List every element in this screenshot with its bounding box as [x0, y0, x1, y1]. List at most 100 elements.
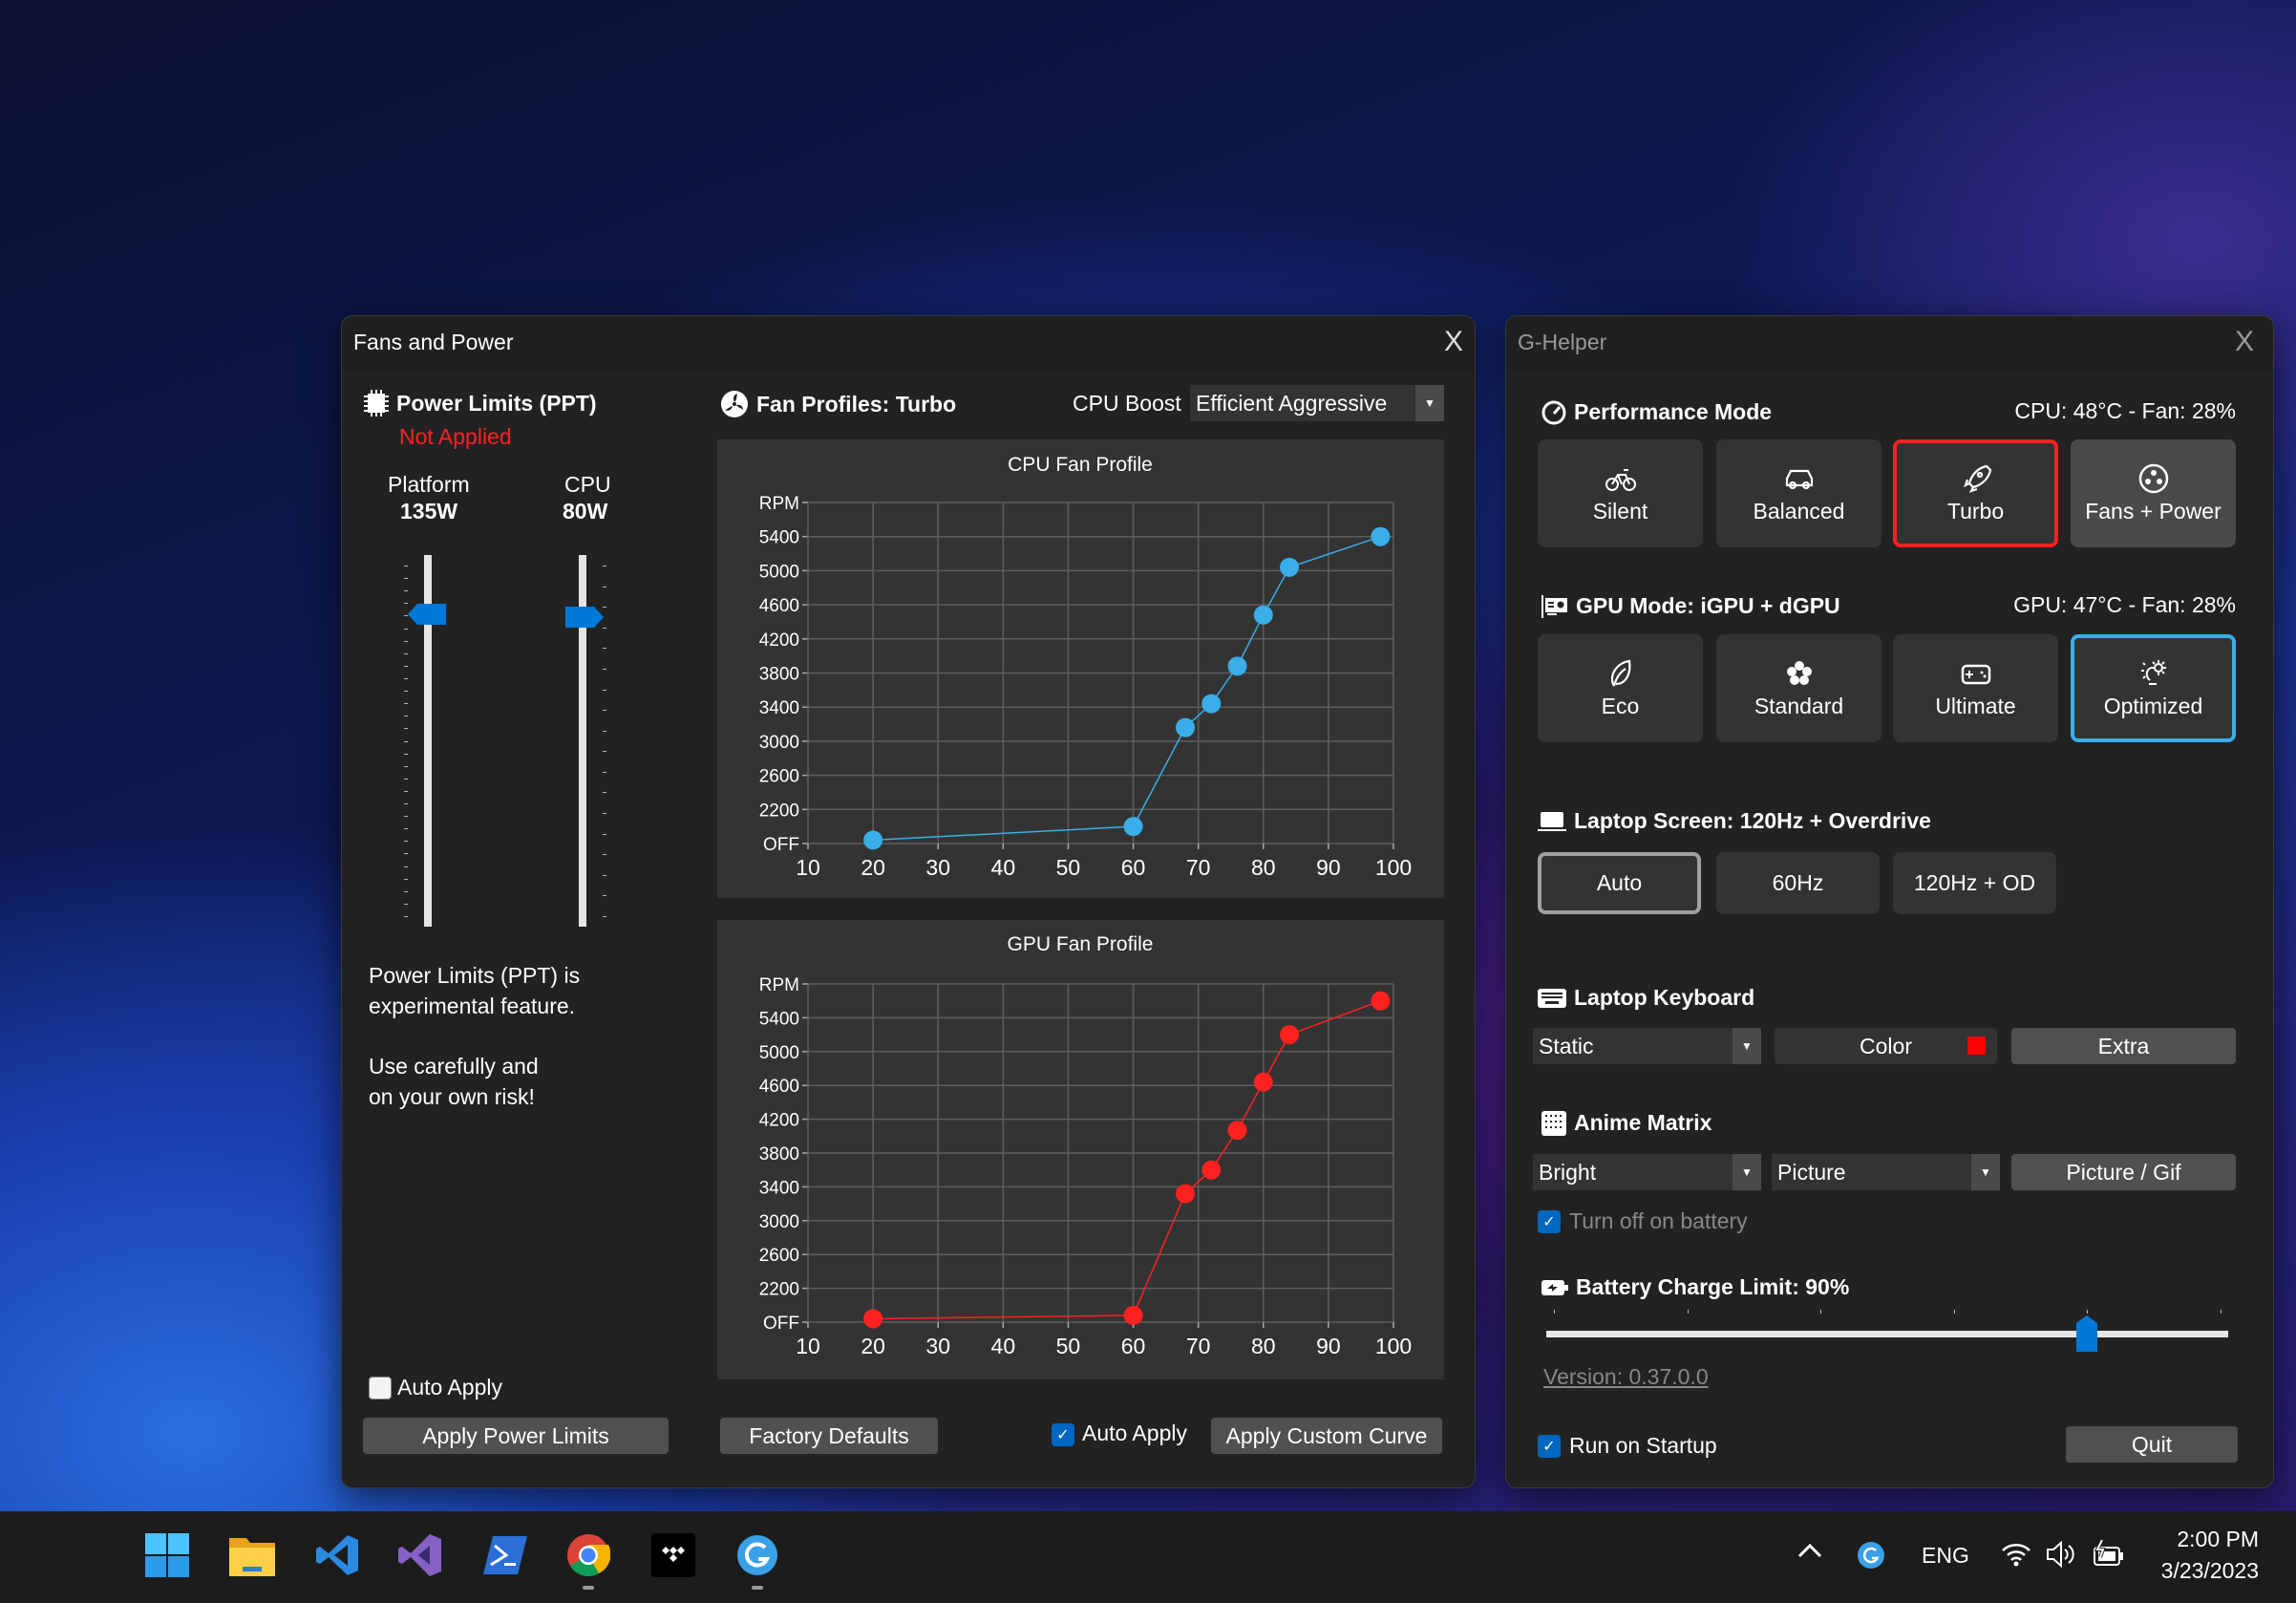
gpu-fan-chart-panel: GPU Fan Profile OFF 2200 2600 3000 3400 3800 42… — [717, 920, 1444, 1379]
clock-time[interactable]: 2:00 PM — [2177, 1527, 2259, 1551]
data-point[interactable] — [863, 830, 883, 850]
chevron-down-icon[interactable]: ▼ — [1971, 1154, 2000, 1190]
data-point[interactable] — [1227, 1121, 1247, 1141]
data-point[interactable] — [1253, 605, 1273, 625]
apply-power-limits-button[interactable]: Apply Power Limits — [363, 1418, 669, 1454]
title-bar[interactable] — [342, 316, 1475, 372]
mode-label: Eco — [1601, 694, 1640, 718]
close-button[interactable]: X — [1443, 326, 1463, 357]
data-point[interactable] — [1201, 694, 1222, 714]
start-icon[interactable] — [144, 1532, 190, 1578]
ppt-auto-apply-label[interactable]: Auto Apply — [397, 1375, 502, 1400]
chevron-down-icon[interactable]: ▼ — [1733, 1154, 1761, 1190]
visual-studio-icon[interactable] — [397, 1532, 443, 1578]
chrome-icon[interactable] — [565, 1532, 611, 1578]
data-point[interactable] — [1123, 817, 1143, 837]
wifi-icon[interactable] — [2001, 1542, 2031, 1571]
data-point[interactable] — [863, 1309, 883, 1329]
platform-slider-thumb[interactable] — [408, 603, 446, 625]
run-on-startup-label[interactable]: Run on Startup — [1569, 1433, 1717, 1458]
gpu-eco-button[interactable]: Eco — [1538, 634, 1703, 742]
ppt-auto-apply-checkbox[interactable] — [369, 1377, 392, 1400]
slider-tick — [2087, 1310, 2089, 1314]
cpu-slider-track[interactable] — [579, 555, 586, 927]
slider-tick — [603, 854, 606, 856]
vscode-icon[interactable] — [314, 1532, 360, 1578]
laptop-screen-title: Laptop Screen: 120Hz + Overdrive — [1574, 808, 1931, 833]
data-point[interactable] — [1176, 717, 1196, 737]
ghelper-tray-icon[interactable] — [1858, 1542, 1884, 1573]
platform-slider-track[interactable] — [424, 555, 432, 927]
file-explorer-icon[interactable] — [229, 1532, 275, 1578]
cpu-boost-dropdown[interactable]: Efficient Aggressive ▼ — [1190, 385, 1444, 421]
slider-tick — [404, 677, 408, 679]
run-on-startup-checkbox[interactable]: ✓ — [1538, 1435, 1561, 1458]
x-tick-label: 100 — [1375, 855, 1412, 880]
volume-icon[interactable] — [2046, 1540, 2076, 1573]
apply-custom-curve-button[interactable]: Apply Custom Curve — [1211, 1418, 1442, 1454]
chevron-down-icon[interactable]: ▼ — [1733, 1028, 1761, 1064]
x-tick-label: 60 — [1121, 855, 1146, 880]
show-hidden-icons-chevron-icon[interactable] — [1796, 1542, 1823, 1564]
data-point[interactable] — [1123, 1305, 1143, 1325]
anime-brightness-dropdown[interactable]: Bright ▼ — [1533, 1154, 1761, 1190]
perf-balanced-button[interactable]: Balanced — [1716, 439, 1881, 547]
factory-defaults-button[interactable]: Factory Defaults — [720, 1418, 938, 1454]
battery-slider-track[interactable] — [1546, 1331, 2228, 1337]
y-tick-label: 3800 — [759, 665, 799, 685]
gpu-fan-chart[interactable]: GPU Fan Profile OFF 2200 2600 3000 3400 3800 42… — [717, 920, 1444, 1379]
x-tick-label: 80 — [1251, 1334, 1276, 1358]
car-icon — [1785, 469, 1813, 490]
terminal-icon[interactable] — [482, 1532, 528, 1578]
perf-fans-power-button[interactable]: Fans + Power — [2071, 439, 2236, 547]
slider-tick — [404, 803, 408, 805]
battery-slider-thumb[interactable] — [2076, 1315, 2098, 1352]
tidal-icon[interactable] — [650, 1532, 696, 1578]
language-indicator[interactable]: ENG — [1922, 1543, 1969, 1568]
x-tick-label: 10 — [796, 1334, 820, 1358]
cpu-fan-chart[interactable]: CPU Fan Profile OFF 2200 2600 3000 3400 3800 42… — [717, 439, 1444, 898]
power-limits-title: Power Limits (PPT) — [396, 390, 597, 416]
title-bar[interactable] — [1506, 316, 2273, 372]
x-tick-label: 30 — [925, 1334, 950, 1358]
screen-120hz-od-button[interactable]: 120Hz + OD — [1893, 852, 2056, 914]
turn-off-battery-label[interactable]: Turn off on battery — [1569, 1208, 1748, 1233]
gpu-ultimate-button[interactable]: Ultimate — [1893, 634, 2058, 742]
screen-60hz-button[interactable]: 60Hz — [1716, 852, 1880, 914]
version-link[interactable]: Version: 0.37.0.0 — [1543, 1364, 1709, 1389]
gpu-standard-button[interactable]: Standard — [1716, 634, 1881, 742]
y-tick-label: 5400 — [759, 528, 799, 548]
picture-gif-button[interactable]: Picture / Gif — [2011, 1154, 2236, 1190]
battery-charging-icon[interactable] — [2093, 1539, 2125, 1573]
quit-button[interactable]: Quit — [2066, 1426, 2238, 1463]
series-line — [873, 535, 1381, 842]
platform-label: Platform — [388, 472, 470, 497]
perf-turbo-button[interactable]: Turbo — [1893, 439, 2058, 547]
turn-off-battery-checkbox[interactable]: ✓ — [1538, 1210, 1561, 1233]
keyboard-mode-dropdown[interactable]: Static ▼ — [1533, 1028, 1761, 1064]
data-point[interactable] — [1371, 526, 1391, 546]
data-point[interactable] — [1280, 557, 1300, 577]
data-point[interactable] — [1253, 1072, 1273, 1092]
data-point[interactable] — [1176, 1184, 1196, 1204]
close-button[interactable]: X — [2234, 326, 2254, 357]
x-tick-label: 20 — [861, 1334, 885, 1358]
cpu-slider-thumb[interactable] — [565, 607, 604, 629]
anime-mode-dropdown[interactable]: Picture ▼ — [1772, 1154, 2000, 1190]
keyboard-color-button[interactable]: Color — [1775, 1028, 1997, 1064]
slider-tick — [404, 790, 408, 792]
keyboard-extra-button[interactable]: Extra — [2011, 1028, 2236, 1064]
data-point[interactable] — [1227, 656, 1247, 676]
chevron-down-icon[interactable]: ▼ — [1415, 385, 1444, 421]
fans-auto-apply-checkbox[interactable]: ✓ — [1052, 1423, 1074, 1446]
data-point[interactable] — [1371, 991, 1391, 1011]
gpu-optimized-button[interactable]: Optimized — [2071, 634, 2236, 742]
slider-tick — [1820, 1310, 1822, 1314]
perf-silent-button[interactable]: Silent — [1538, 439, 1703, 547]
clock-date[interactable]: 3/23/2023 — [2160, 1558, 2259, 1583]
ghelper-icon[interactable] — [734, 1532, 780, 1578]
fans-auto-apply-label[interactable]: Auto Apply — [1082, 1421, 1187, 1445]
data-point[interactable] — [1280, 1025, 1300, 1045]
screen-auto-button[interactable]: Auto — [1538, 852, 1701, 914]
data-point[interactable] — [1201, 1160, 1222, 1180]
